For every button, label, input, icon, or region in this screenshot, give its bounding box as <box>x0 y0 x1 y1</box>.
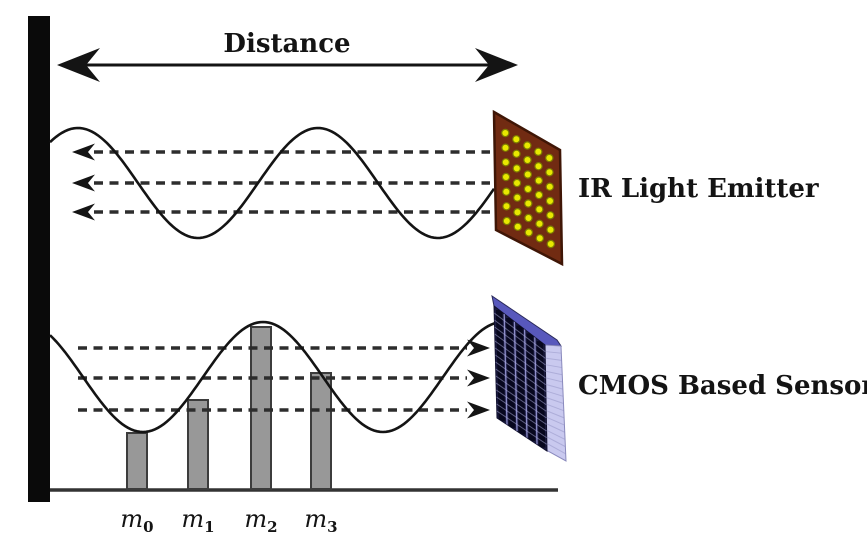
sensor-side-layer-line <box>545 357 562 361</box>
received-ray-arrowhead-icon <box>467 339 490 357</box>
sample-bar <box>126 432 148 490</box>
sensor-grid-line <box>496 403 547 439</box>
sensor-grid-line <box>494 340 546 379</box>
sensor-side-layer-line <box>546 416 565 426</box>
ir-led-dot <box>512 178 522 188</box>
received-ray-arrowhead-icon <box>467 401 490 419</box>
emitted-ray-arrowhead-icon <box>72 203 95 221</box>
sensor-grid-line <box>495 354 547 392</box>
cmos-sensor <box>491 294 567 462</box>
emitted-ray-arrowhead-icon <box>72 174 95 192</box>
ir-led-dot <box>535 205 544 214</box>
ir-led-dot <box>523 170 533 179</box>
received-wave <box>49 320 498 434</box>
sensor-grid-line <box>496 396 547 432</box>
sample-labels: m0 m1 m2 m3 <box>120 505 337 536</box>
ir-led-array <box>501 128 556 249</box>
sensor-side-layer-line <box>546 410 565 419</box>
ir-led-dot <box>535 234 545 243</box>
sensor-grid-line <box>495 375 547 412</box>
cmos-side-layers <box>545 351 566 455</box>
distance-arrowhead-left-icon <box>57 48 100 82</box>
sensor-side-layer-line <box>545 397 564 404</box>
ir-led-dot <box>501 143 510 152</box>
sensor-grid-line <box>494 312 546 353</box>
sensor-side-layer-line <box>545 390 564 397</box>
ir-led-dot <box>524 199 533 208</box>
sample-label: m0 <box>120 505 153 536</box>
sensor-side-layer-line <box>545 377 563 383</box>
received-rays <box>78 339 490 419</box>
ir-led-dot <box>501 158 510 167</box>
sample-label: m1 <box>181 505 214 536</box>
sensor-side-layer-line <box>545 383 564 390</box>
sensor-grid-line <box>494 333 546 372</box>
sensor-grid-line <box>494 319 546 359</box>
ir-led-dot <box>534 176 544 185</box>
sensor-side-layer-line <box>545 351 562 354</box>
ir-led-dot <box>523 184 533 194</box>
distance-label: Distance <box>223 29 350 59</box>
ir-led-dot <box>546 225 555 234</box>
sample-bar <box>310 372 332 490</box>
wall-target <box>28 16 50 502</box>
cmos-sensor-label: CMOS Based Sensor <box>578 371 867 401</box>
sensor-grid-line <box>494 326 546 366</box>
sensor-grid-line <box>495 361 547 399</box>
emitted-ray-arrowhead-icon <box>72 143 95 161</box>
sensor-side-layer-line <box>545 370 563 376</box>
sensor-grid-line <box>495 382 547 419</box>
sensor-side-layer-line <box>546 436 566 448</box>
ir-led-dot <box>523 141 532 150</box>
ir-led-dot <box>513 207 522 217</box>
ir-led-dot <box>534 161 543 171</box>
ir-led-dot <box>502 202 511 211</box>
sensor-side-layer-line <box>545 364 563 369</box>
sample-bars <box>126 326 332 490</box>
ir-led-dot <box>545 168 554 177</box>
sensor-grid-line <box>495 368 547 406</box>
sensor-side-layer-line <box>546 423 565 433</box>
ir-led-dot <box>546 239 556 249</box>
ir-emitter <box>492 109 564 267</box>
ir-led-dot <box>545 196 555 206</box>
ir-led-dot <box>524 213 533 223</box>
sensor-side-layer-line <box>546 442 566 455</box>
sample-label: m3 <box>304 505 337 536</box>
cmos-pixel-grid <box>494 309 547 448</box>
ir-led-dot <box>512 164 522 173</box>
ir-led-dot <box>524 228 534 237</box>
ir-led-dot <box>501 128 510 138</box>
ir-led-dot <box>534 190 544 200</box>
sensor-grid-line <box>496 410 547 445</box>
distance-arrow <box>57 48 518 82</box>
ir-led-dot <box>513 193 522 202</box>
ir-led-dot <box>535 219 544 228</box>
ir-led-dot <box>513 222 523 231</box>
sensor-side-layer-line <box>546 429 566 440</box>
distance-arrowhead-right-icon <box>475 48 518 82</box>
received-ray-arrowhead-icon <box>467 369 490 387</box>
emitted-wave <box>49 126 496 240</box>
ir-led-dot <box>545 182 555 191</box>
sensor-grid-line <box>494 347 547 386</box>
sample-bar <box>250 326 272 490</box>
ir-led-dot <box>545 153 554 163</box>
ir-led-dot <box>502 187 511 196</box>
sensor-side-layer-line <box>545 403 564 412</box>
ir-led-dot <box>523 155 532 165</box>
ir-led-dot <box>512 135 521 144</box>
ir-led-dot <box>501 172 511 182</box>
ir-led-dot <box>534 147 543 156</box>
ir-led-dot <box>502 216 511 226</box>
emitted-rays <box>72 143 490 221</box>
sample-bar <box>187 399 209 490</box>
sample-label: m2 <box>244 505 277 536</box>
ir-led-dot <box>512 149 521 158</box>
ir-led-dot <box>546 211 555 220</box>
sensor-grid-line <box>495 389 547 425</box>
ir-emitter-label: IR Light Emitter <box>578 174 819 204</box>
